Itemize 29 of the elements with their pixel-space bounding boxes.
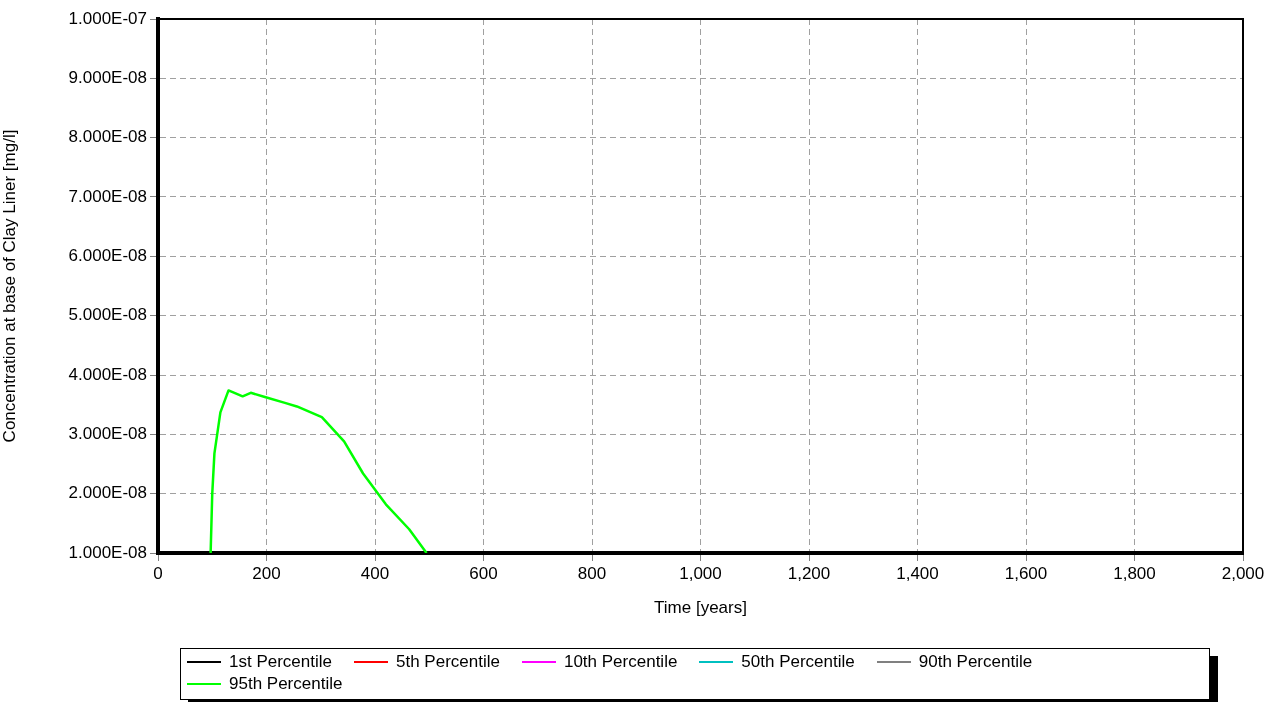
legend-label: 50th Percentile — [741, 652, 855, 672]
x-tick-label: 2,000 — [1221, 563, 1265, 583]
x-tick-label: 400 — [360, 563, 390, 583]
x-tick-label: 0 — [153, 563, 163, 583]
x-tick-label: 200 — [252, 563, 281, 583]
legend-label: 95th Percentile — [229, 674, 343, 694]
x-tick-label: 1,600 — [1004, 563, 1048, 583]
x-tick-label: 1,800 — [1113, 563, 1156, 583]
x-tick-label: 1,000 — [679, 563, 722, 583]
y-tick-label: 5.000E-08 — [68, 305, 147, 325]
x-tick-label: 600 — [469, 563, 498, 583]
legend-label: 90th Percentile — [918, 652, 1033, 672]
y-tick-label: 6.000E-08 — [68, 246, 147, 266]
y-tick-label: 8.000E-08 — [68, 127, 147, 147]
x-tick-label: 800 — [577, 563, 607, 583]
legend-label: 10th Percentile — [563, 652, 678, 672]
x-axis-title: Time [years] — [654, 598, 747, 618]
x-tick-label: 1,400 — [896, 563, 939, 583]
y-tick-label: 9.000E-08 — [68, 68, 147, 88]
x-tick-label: 1,200 — [787, 563, 831, 583]
legend-label: 1st Percentile — [229, 652, 332, 672]
y-tick-label: 2.000E-08 — [68, 483, 147, 503]
y-tick-label: 1.000E-08 — [68, 542, 147, 562]
y-axis-title: Concentration at base of Clay Liner [mg/l] — [0, 129, 19, 443]
y-tick-label: 1.000E-07 — [68, 8, 147, 28]
y-tick-label: 3.000E-08 — [68, 424, 147, 444]
y-tick-label: 4.000E-08 — [68, 364, 147, 384]
y-tick-label: 7.000E-08 — [68, 186, 147, 206]
legend-label: 5th Percentile — [396, 652, 500, 672]
